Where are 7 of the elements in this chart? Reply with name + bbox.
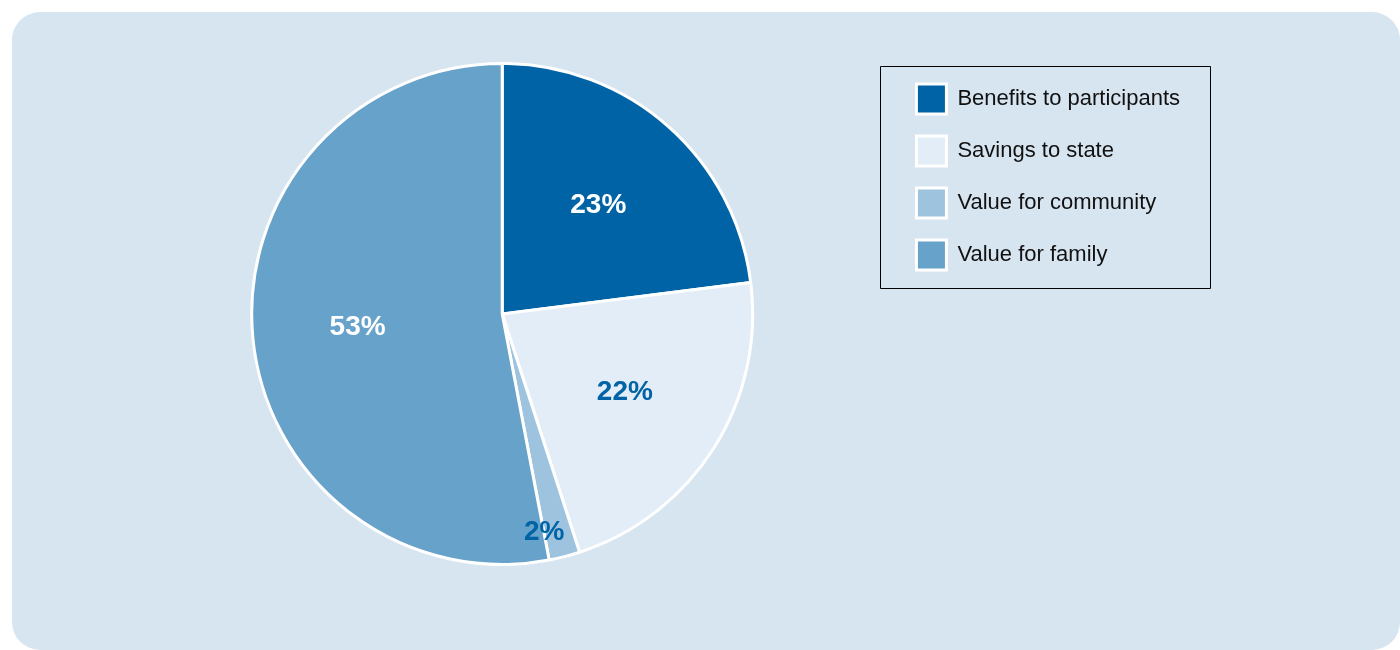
data-label: 23% [570, 187, 627, 219]
legend-label: Savings to state [957, 137, 1114, 163]
data-label: 22% [596, 374, 654, 406]
legend-label: Benefits to participants [957, 85, 1181, 111]
data-label: 53% [329, 310, 386, 342]
legend-label: Value for community [957, 189, 1157, 215]
legend-label: Value for family [957, 241, 1108, 267]
